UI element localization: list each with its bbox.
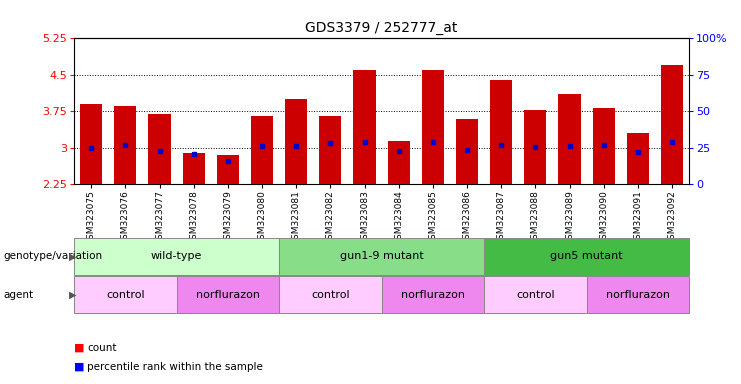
Bar (182, 153, 205, 184)
Text: norflurazon: norflurazon (606, 290, 670, 300)
Bar (114, 106, 136, 184)
Bar (587, 276, 689, 313)
Text: control: control (516, 290, 555, 300)
Bar (74, 276, 176, 313)
Text: ▶: ▶ (69, 290, 76, 300)
Bar (484, 238, 689, 275)
Bar (484, 276, 587, 313)
Bar (74, 238, 279, 275)
Bar (251, 116, 273, 184)
Bar (525, 110, 546, 184)
Text: ▶: ▶ (69, 251, 76, 262)
Text: norflurazon: norflurazon (401, 290, 465, 300)
Bar (217, 155, 239, 184)
Text: percentile rank within the sample: percentile rank within the sample (87, 362, 263, 372)
Bar (490, 80, 512, 184)
Bar (279, 276, 382, 313)
Text: gun1-9 mutant: gun1-9 mutant (339, 251, 424, 262)
Text: count: count (87, 343, 117, 353)
Bar (388, 141, 410, 184)
Bar (627, 133, 649, 184)
Bar (80, 104, 102, 184)
Bar (148, 114, 170, 184)
Bar (319, 116, 342, 184)
Bar (593, 108, 615, 184)
Bar (559, 94, 581, 184)
Text: gun5 mutant: gun5 mutant (551, 251, 623, 262)
Bar (353, 70, 376, 184)
Bar (285, 99, 308, 184)
Bar (176, 276, 279, 313)
Text: control: control (106, 290, 144, 300)
Text: control: control (311, 290, 350, 300)
Text: genotype/variation: genotype/variation (4, 251, 103, 262)
Bar (422, 70, 444, 184)
Text: agent: agent (4, 290, 34, 300)
Bar (456, 119, 478, 184)
Bar (382, 276, 484, 313)
Text: wild-type: wild-type (151, 251, 202, 262)
Bar (279, 238, 484, 275)
Text: ■: ■ (74, 343, 84, 353)
Text: ■: ■ (74, 362, 84, 372)
Text: norflurazon: norflurazon (196, 290, 260, 300)
Bar (661, 65, 683, 184)
Title: GDS3379 / 252777_at: GDS3379 / 252777_at (305, 21, 458, 35)
